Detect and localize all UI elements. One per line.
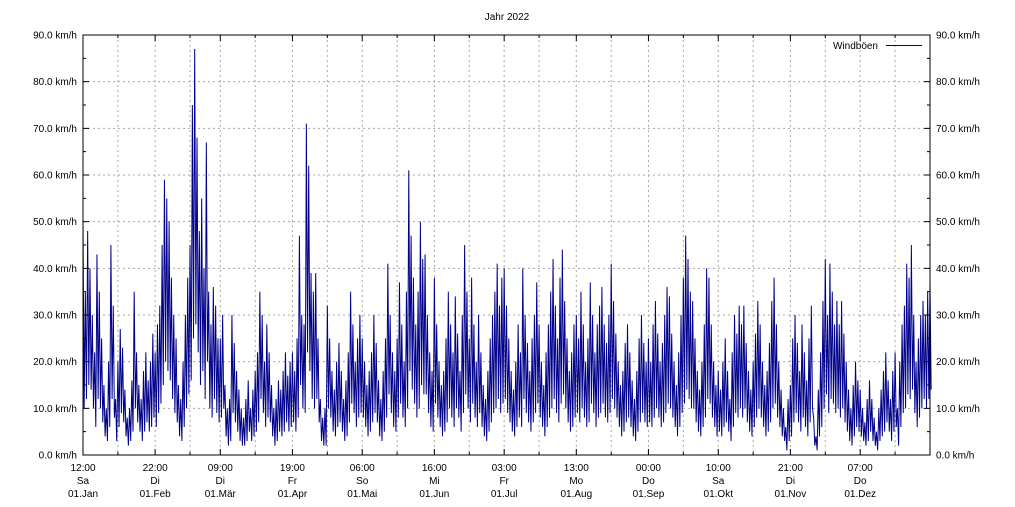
x-tick-time: 22:00 [143, 463, 168, 474]
x-tick-weekday: Do [854, 476, 867, 487]
y-axis-labels-right: 0.0 km/h 10.0 km/h 20.0 km/h 30.0 km/h 40.0 … [936, 31, 980, 462]
windboeen-series-line [82, 48, 932, 451]
x-tick-time: 16:00 [422, 463, 447, 474]
x-tick-time: 07:00 [848, 463, 873, 474]
y-tick-label-right: 90.0 km/h [936, 31, 980, 42]
x-tick-time: 12:00 [70, 463, 95, 474]
x-tick-date: 01.Mär [205, 489, 237, 500]
y-tick-label-left: 0.0 km/h [39, 451, 77, 462]
y-tick-label-right: 40.0 km/h [936, 264, 980, 275]
x-tick-time: 19:00 [280, 463, 305, 474]
x-tick-weekday: Di [786, 476, 795, 487]
x-axis-labels: 12:00 Sa 01.Jan 22:00 Di 01.Feb 09:00 Di 01.Mär 1… [68, 463, 876, 500]
x-tick-date: 01.Aug [560, 489, 592, 500]
y-tick-label-right: 60.0 km/h [936, 171, 980, 182]
y-tick-label-left: 60.0 km/h [33, 171, 77, 182]
x-tick-weekday: So [356, 476, 369, 487]
x-tick-date: 01.Jul [491, 489, 518, 500]
x-tick-date: 01.Apr [278, 489, 308, 500]
y-tick-label-right: 20.0 km/h [936, 357, 980, 368]
x-tick-date: 01.Jun [419, 489, 449, 500]
y-tick-label-left: 80.0 km/h [33, 77, 77, 88]
x-tick-date: 01.Feb [140, 489, 172, 500]
y-tick-label-right: 0.0 km/h [936, 451, 974, 462]
x-tick-weekday: Mi [429, 476, 440, 487]
plot-border [82, 34, 931, 456]
x-tick-weekday: Di [216, 476, 225, 487]
x-tick-time: 10:00 [706, 463, 731, 474]
x-tick-time: 13:00 [564, 463, 589, 474]
gridlines [83, 35, 930, 455]
x-tick-weekday: Mo [569, 476, 583, 487]
y-tick-label-left: 50.0 km/h [33, 217, 77, 228]
x-tick-weekday: Di [150, 476, 159, 487]
x-tick-date: 01.Sep [633, 489, 665, 500]
y-tick-label-right: 50.0 km/h [936, 217, 980, 228]
x-tick-weekday: Fr [499, 476, 509, 487]
x-tick-weekday: Sa [77, 476, 90, 487]
chart-title: Jahr 2022 [485, 12, 530, 23]
x-tick-weekday: Sa [712, 476, 725, 487]
minor-ticks [83, 35, 930, 455]
x-tick-weekday: Do [642, 476, 655, 487]
y-tick-label-left: 30.0 km/h [33, 311, 77, 322]
legend: Windböen [833, 41, 922, 52]
x-tick-date: 01.Jan [68, 489, 98, 500]
x-tick-date: 01.Okt [704, 489, 734, 500]
x-tick-time: 21:00 [778, 463, 803, 474]
y-tick-label-right: 30.0 km/h [936, 311, 980, 322]
y-axis-labels-left: 0.0 km/h 10.0 km/h 20.0 km/h 30.0 km/h 40.0 … [33, 31, 77, 462]
y-tick-label-right: 10.0 km/h [936, 404, 980, 415]
x-tick-date: 01.Nov [775, 489, 807, 500]
y-tick-label-left: 70.0 km/h [33, 124, 77, 135]
x-tick-weekday: Fr [288, 476, 298, 487]
data-series [82, 48, 932, 451]
x-tick-time: 06:00 [350, 463, 375, 474]
x-tick-time: 00:00 [636, 463, 661, 474]
legend-label: Windböen [833, 41, 878, 52]
y-tick-label-left: 90.0 km/h [33, 31, 77, 42]
y-tick-label-left: 40.0 km/h [33, 264, 77, 275]
y-tick-label-left: 20.0 km/h [33, 357, 77, 368]
x-tick-date: 01.Mai [347, 489, 377, 500]
x-tick-time: 09:00 [208, 463, 233, 474]
y-tick-label-right: 80.0 km/h [936, 77, 980, 88]
y-tick-label-left: 10.0 km/h [33, 404, 77, 415]
x-tick-date: 01.Dez [844, 489, 876, 500]
x-tick-time: 03:00 [492, 463, 517, 474]
y-tick-label-right: 70.0 km/h [936, 124, 980, 135]
